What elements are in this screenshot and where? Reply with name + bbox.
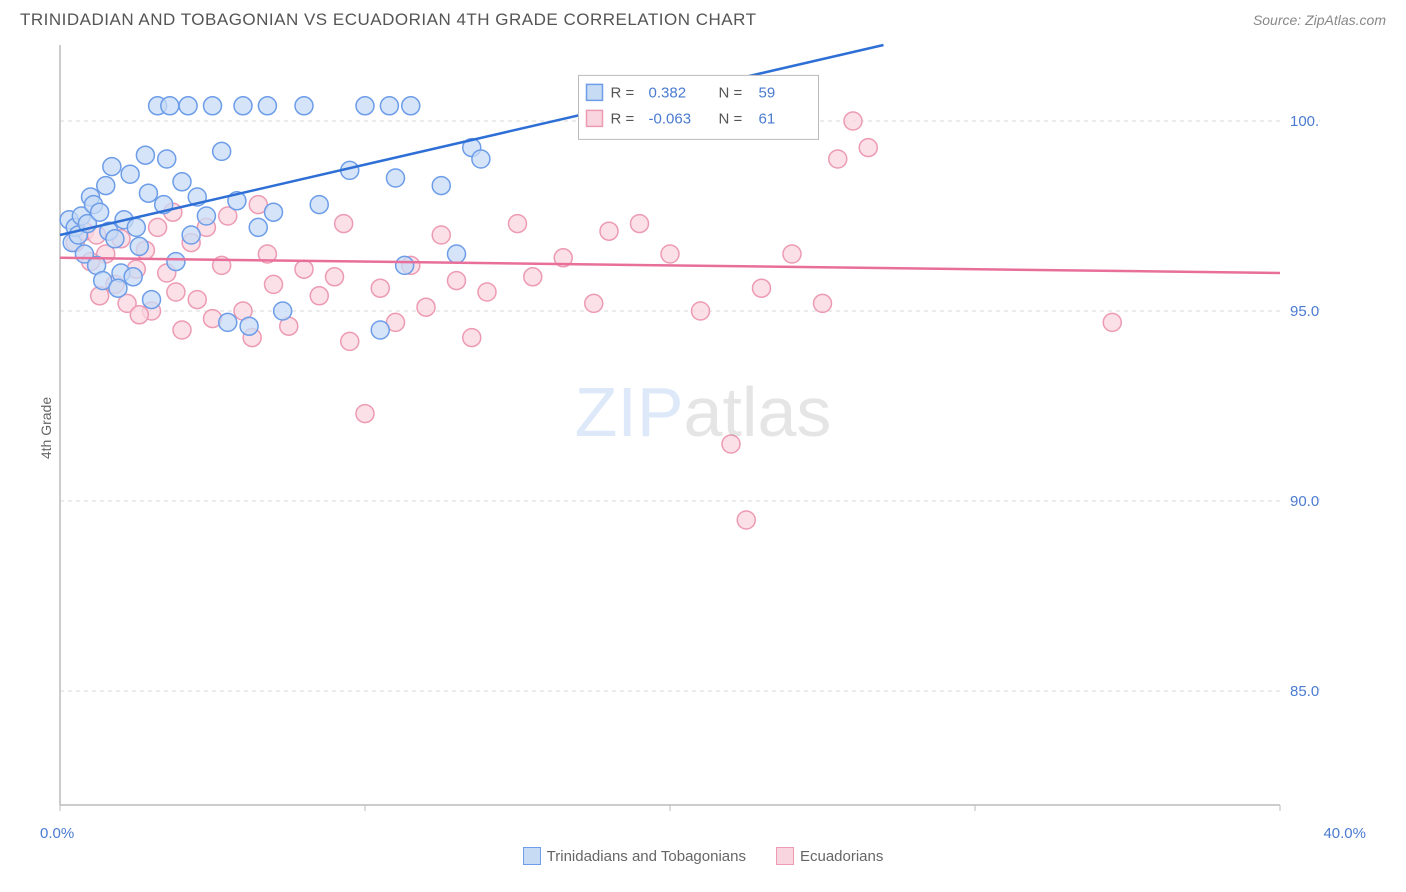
svg-text:61: 61	[759, 110, 776, 127]
svg-text:90.0%: 90.0%	[1290, 493, 1320, 510]
legend-swatch-icon	[776, 847, 794, 865]
x-axis-range: 0.0% 40.0%	[40, 825, 1366, 842]
legend-label: Trinidadians and Tobagonians	[547, 848, 746, 865]
x-min-label: 0.0%	[40, 825, 74, 842]
svg-text:100.0%: 100.0%	[1290, 113, 1320, 130]
svg-text:R =: R =	[611, 84, 635, 101]
y-axis-label: 4th Grade	[38, 396, 54, 458]
chart-legend: Trinidadians and Tobagonians Ecuadorians	[0, 847, 1406, 865]
chart-source: Source: ZipAtlas.com	[1253, 12, 1386, 28]
svg-text:0.382: 0.382	[649, 84, 687, 101]
svg-text:-0.063: -0.063	[649, 110, 692, 127]
legend-swatch-icon	[523, 847, 541, 865]
legend-label: Ecuadorians	[800, 848, 883, 865]
chart-header: TRINIDADIAN AND TOBAGONIAN VS ECUADORIAN…	[0, 0, 1406, 35]
svg-text:N =: N =	[719, 84, 743, 101]
chart-container: 4th Grade 85.0% 90.0% 95.0% 100.0% R = 0.382 N…	[20, 35, 1386, 820]
svg-text:59: 59	[759, 84, 776, 101]
scatter-chart: 85.0% 90.0% 95.0% 100.0% R = 0.382 N = 59 R = -0.…	[20, 35, 1320, 815]
svg-text:N =: N =	[719, 110, 743, 127]
svg-text:95.0%: 95.0%	[1290, 303, 1320, 320]
legend-item: Ecuadorians	[776, 847, 883, 865]
svg-text:85.0%: 85.0%	[1290, 683, 1320, 700]
chart-title: TRINIDADIAN AND TOBAGONIAN VS ECUADORIAN…	[20, 10, 756, 30]
x-max-label: 40.0%	[1323, 825, 1366, 842]
svg-text:R =: R =	[611, 110, 635, 127]
legend-item: Trinidadians and Tobagonians	[523, 847, 746, 865]
